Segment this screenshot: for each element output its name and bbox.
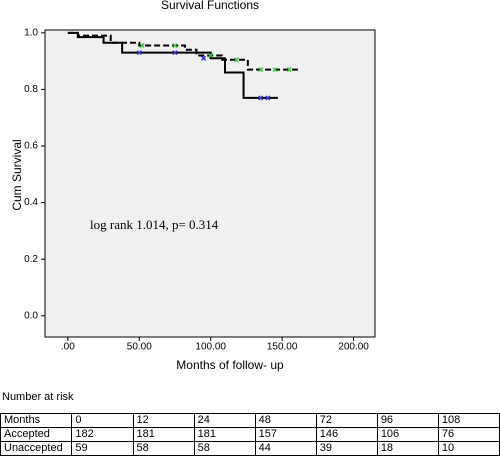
y-tick-label: 0.6 — [24, 141, 38, 152]
survival-line — [67, 31, 298, 71]
table-cell: 44 — [254, 441, 317, 456]
annotation: log rank 1.014, p= 0.314 — [90, 217, 219, 232]
table-cell: 10 — [437, 441, 500, 456]
x-tick-label: 200.00 — [338, 342, 369, 353]
table-cell: 157 — [254, 427, 317, 442]
survival-line — [67, 31, 278, 99]
table-cell: 58 — [132, 441, 195, 456]
table-cell: 181 — [193, 427, 256, 442]
censor-mark — [272, 67, 278, 73]
x-tick-label: .00 — [61, 342, 75, 353]
x-tick-label: 150.00 — [267, 342, 298, 353]
table-cell: 96 — [376, 413, 439, 428]
table-cell: 106 — [376, 427, 439, 442]
y-tick-label: 0.0 — [24, 310, 38, 321]
censor-mark — [172, 50, 178, 56]
y-tick-label: 0.4 — [24, 197, 38, 208]
table-cell: 24 — [193, 413, 256, 428]
table-cell: 108 — [437, 413, 500, 428]
y-axis-label: Cum Survival — [10, 139, 24, 210]
table-cell: 18 — [376, 441, 439, 456]
censor-mark — [201, 55, 207, 61]
x-tick-label: 50.00 — [127, 342, 152, 353]
plot-area — [44, 29, 376, 338]
table-cell: Unaccepted — [0, 441, 73, 456]
censor-mark — [136, 50, 142, 56]
risk-table: Months 0 12 24 48 72 96 108 Accepted 182 181 181 157… — [0, 413, 500, 456]
censor-mark — [258, 67, 264, 73]
table-cell: 182 — [71, 427, 134, 442]
censor-mark — [233, 57, 239, 63]
table-cell: Accepted — [0, 427, 73, 442]
risk-title: Number at risk — [2, 391, 74, 403]
censor-mark — [139, 43, 145, 49]
x-axis-label: Months of follow- up — [176, 358, 284, 372]
censor-mark — [208, 52, 214, 58]
chart-title: Survival Functions — [161, 0, 259, 12]
table-cell: 146 — [315, 427, 378, 442]
censor-mark — [258, 95, 264, 101]
table-row: Months 0 12 24 48 72 96 108 — [0, 413, 500, 428]
table-cell: Months — [0, 413, 73, 428]
table-cell: 48 — [254, 413, 317, 428]
table-cell: 0 — [71, 413, 134, 428]
censor-mark — [172, 43, 178, 49]
table-cell: 181 — [132, 427, 195, 442]
y-tick-label: 0.8 — [24, 84, 38, 95]
table-cell: 59 — [71, 441, 134, 456]
table-row: Unaccepted 59 58 58 44 39 18 10 — [0, 441, 500, 456]
y-tick-label: 0.2 — [24, 254, 38, 265]
censor-mark — [286, 67, 292, 73]
table-cell: 76 — [437, 427, 500, 442]
chart: Survival Functions Months of follow- up … — [10, 0, 376, 372]
y-tick-label: 1.0 — [24, 27, 38, 38]
censor-mark — [265, 95, 271, 101]
table-row: Accepted 182 181 181 157 146 106 76 — [0, 427, 500, 442]
x-tick-label: 100.00 — [195, 342, 226, 353]
table-cell: 39 — [315, 441, 378, 456]
table-cell: 72 — [315, 413, 378, 428]
table-cell: 12 — [132, 413, 195, 428]
table-cell: 58 — [193, 441, 256, 456]
